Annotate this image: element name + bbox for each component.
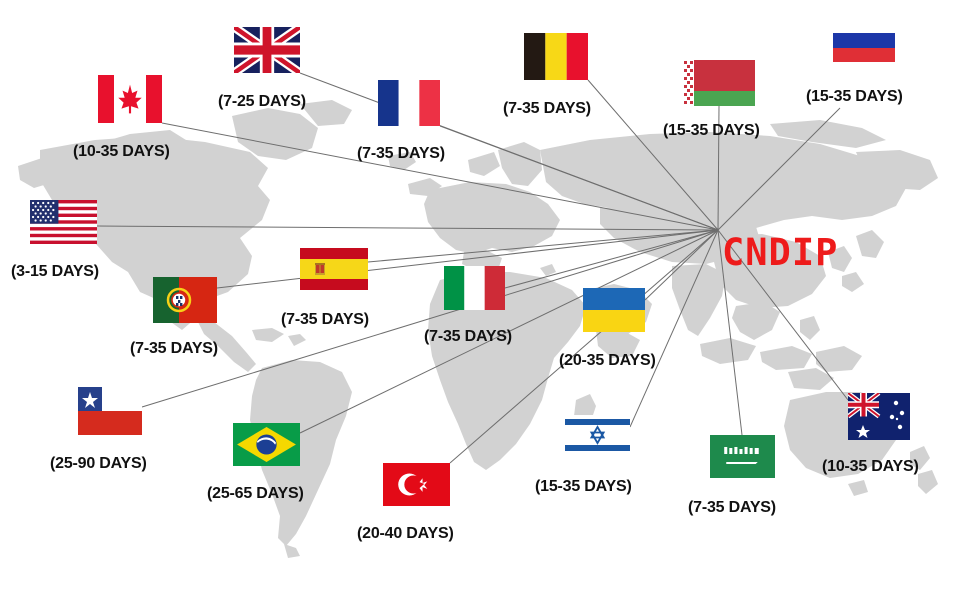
delivery-time-label-united-kingdom: (7-25 DAYS) [218, 93, 306, 110]
saudi-arabia-flag [710, 435, 775, 478]
route-line-ukraine [644, 229, 719, 301]
delivery-time-label-brazil: (25-65 DAYS) [207, 485, 304, 502]
delivery-time-label-ukraine: (20-35 DAYS) [559, 352, 656, 369]
russia-flag [833, 18, 895, 62]
delivery-time-label-turkey: (20-40 DAYS) [357, 525, 454, 542]
route-line-united-states [96, 225, 719, 231]
route-line-italy [504, 229, 719, 289]
hub-label-cndip: CNDIP [722, 231, 839, 274]
delivery-time-label-chile: (25-90 DAYS) [50, 455, 147, 472]
spain-flag [300, 248, 368, 290]
canada-flag [98, 75, 162, 123]
route-line-france [439, 125, 719, 231]
portugal-flag [153, 277, 217, 323]
delivery-time-label-belgium: (7-35 DAYS) [503, 100, 591, 117]
israel-flag [565, 415, 630, 455]
france-flag [378, 80, 440, 126]
delivery-time-label-australia: (10-35 DAYS) [822, 458, 919, 475]
belarus-flag [683, 60, 755, 106]
delivery-time-label-italy: (7-35 DAYS) [424, 328, 512, 345]
belgium-flag [524, 33, 588, 80]
delivery-time-label-france: (7-35 DAYS) [357, 145, 445, 162]
delivery-time-label-spain: (7-35 DAYS) [281, 311, 369, 328]
delivery-time-label-canada: (10-35 DAYS) [73, 143, 170, 160]
delivery-time-label-russia: (15-35 DAYS) [806, 88, 903, 105]
chile-flag [78, 387, 142, 435]
brazil-flag [233, 423, 300, 466]
delivery-time-label-belarus: (15-35 DAYS) [663, 122, 760, 139]
usa-flag [30, 200, 97, 244]
italy-flag [444, 266, 505, 310]
delivery-time-label-israel: (15-35 DAYS) [535, 478, 632, 495]
delivery-time-label-united-states: (3-15 DAYS) [11, 263, 99, 280]
route-line-canada [161, 122, 719, 231]
turkey-flag [383, 463, 450, 506]
delivery-time-label-saudi-arabia: (7-35 DAYS) [688, 499, 776, 516]
ukraine-flag [583, 288, 645, 332]
route-line-spain [367, 229, 719, 263]
australia-flag [848, 393, 910, 440]
uk-flag [234, 27, 300, 73]
delivery-time-label-portugal: (7-35 DAYS) [130, 340, 218, 357]
